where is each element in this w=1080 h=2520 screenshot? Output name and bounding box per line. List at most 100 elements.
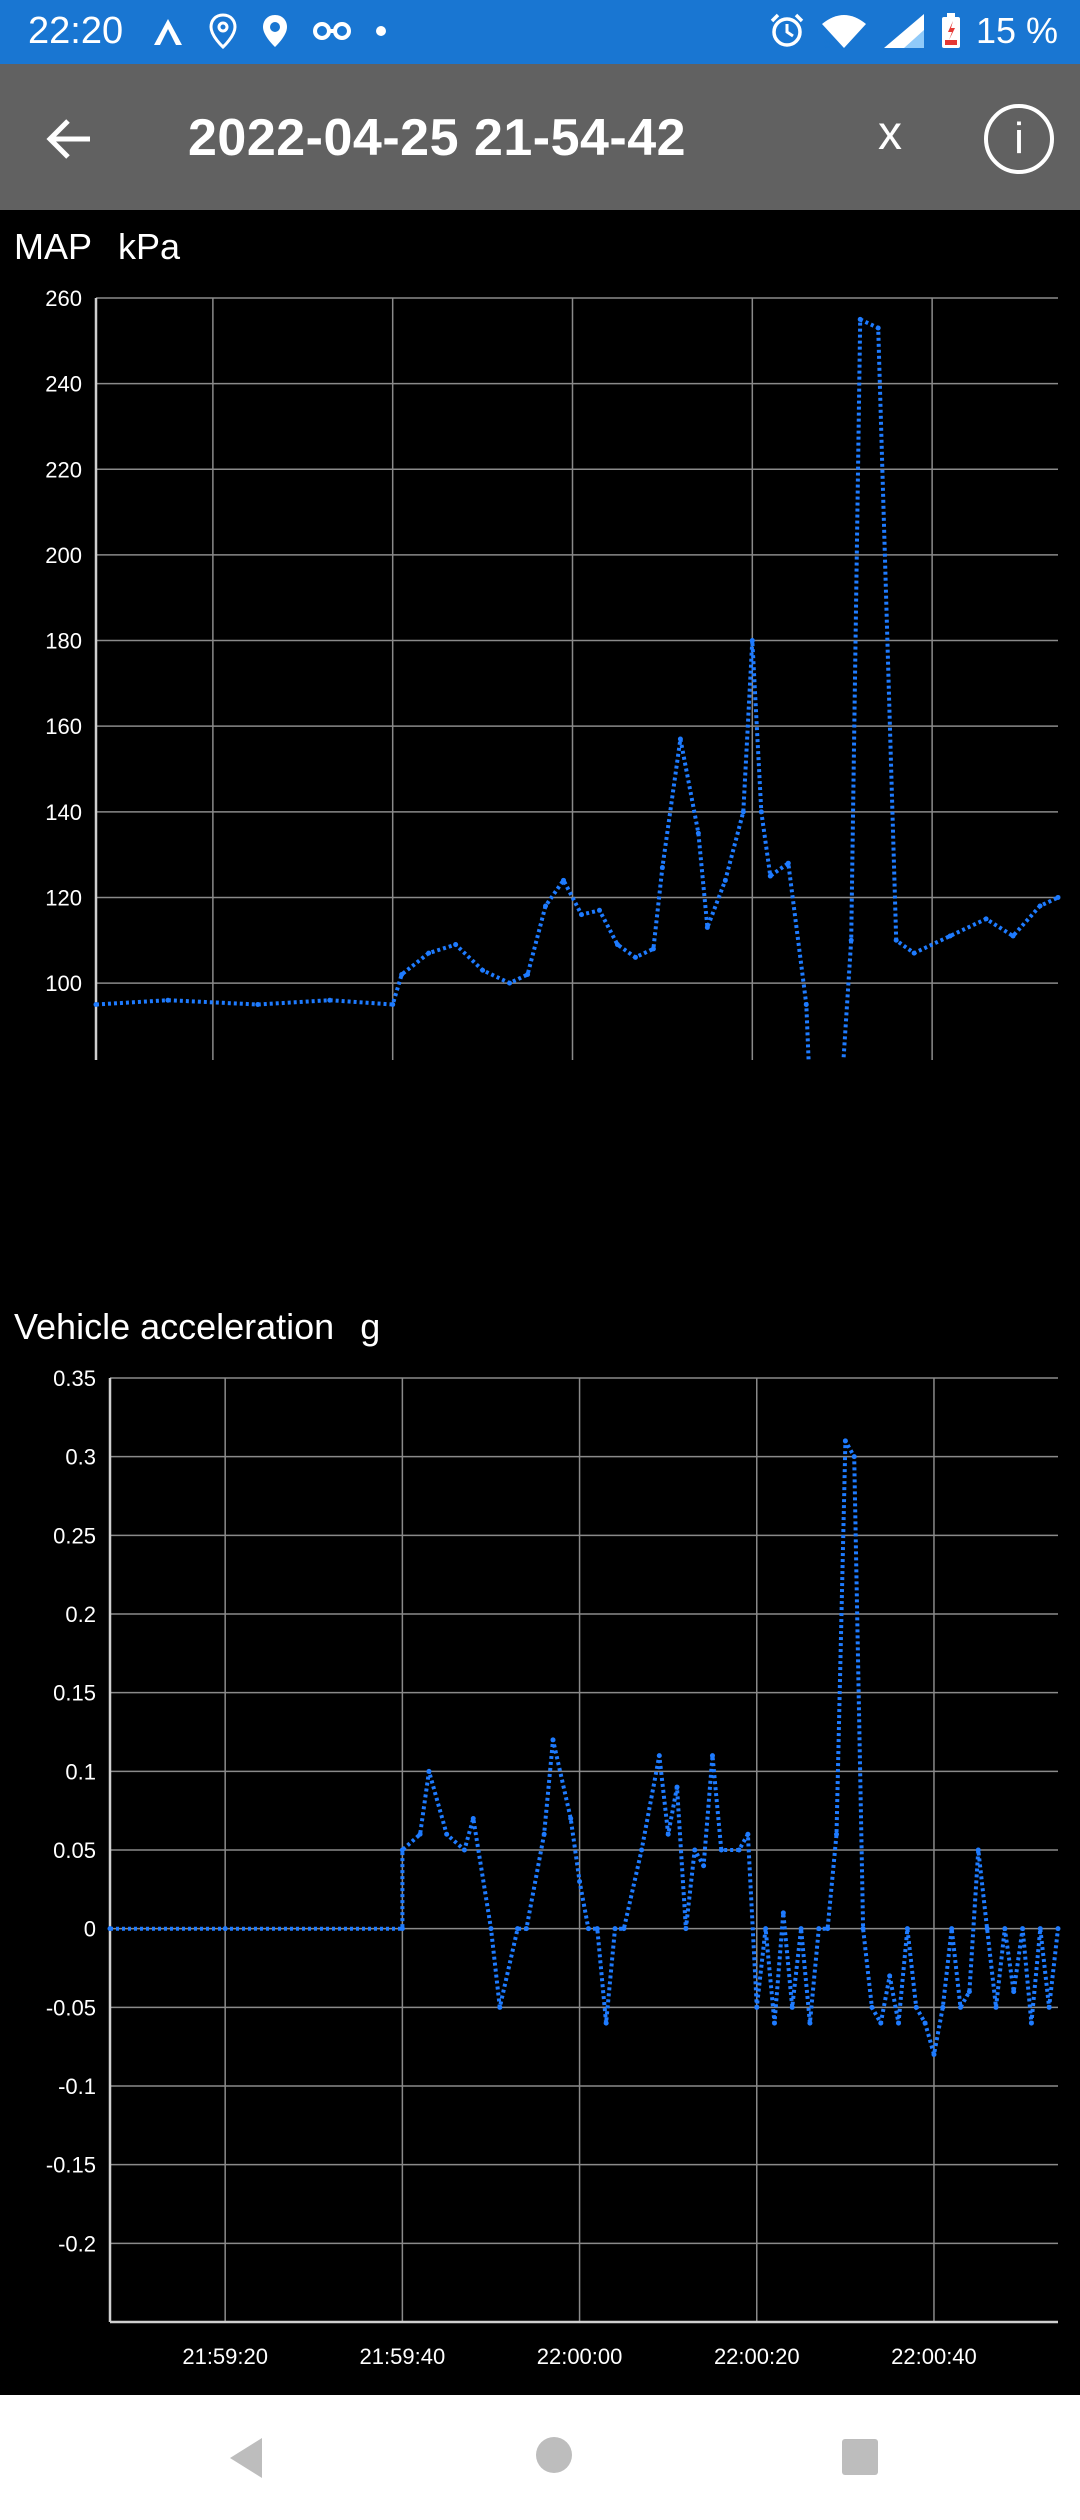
data-point bbox=[1011, 1989, 1017, 1995]
data-point bbox=[767, 873, 773, 879]
data-point bbox=[417, 1831, 423, 1837]
data-point bbox=[612, 1926, 618, 1932]
back-arrow-icon[interactable] bbox=[40, 109, 100, 169]
data-point bbox=[740, 809, 746, 815]
info-button[interactable]: i bbox=[984, 104, 1054, 174]
nav-recents-icon[interactable] bbox=[840, 2437, 880, 2477]
y-tick-label: -0.2 bbox=[58, 2231, 96, 2256]
data-point bbox=[470, 1816, 476, 1822]
data-point bbox=[834, 1831, 840, 1837]
data-point bbox=[785, 860, 791, 866]
y-tick-label: 240 bbox=[45, 372, 82, 397]
data-point bbox=[674, 1784, 680, 1790]
map-chart-title: MAP bbox=[14, 226, 93, 267]
map-chart-unit: kPa bbox=[118, 226, 181, 267]
y-tick-label: -0.15 bbox=[46, 2153, 96, 2178]
app-toolbar: 2022-04-25 21-54-42 x i bbox=[0, 64, 1080, 210]
data-point bbox=[709, 1753, 715, 1759]
data-point bbox=[718, 1847, 724, 1853]
data-point bbox=[461, 1847, 467, 1853]
data-point bbox=[947, 933, 953, 939]
status-right-icons: 5 15 % bbox=[768, 10, 1058, 52]
data-point bbox=[993, 2004, 999, 2010]
data-point bbox=[736, 1847, 742, 1853]
data-point bbox=[704, 924, 710, 930]
data-point bbox=[523, 1926, 529, 1932]
y-tick-label: 260 bbox=[45, 286, 82, 311]
y-tick-label: 140 bbox=[45, 800, 82, 825]
nav-back-icon[interactable] bbox=[226, 2435, 266, 2481]
data-point bbox=[525, 972, 531, 978]
data-point bbox=[1055, 894, 1061, 900]
data-point bbox=[621, 1926, 627, 1932]
data-point bbox=[807, 2020, 813, 2026]
data-point bbox=[1028, 2020, 1034, 2026]
series-line bbox=[110, 1438, 1060, 2057]
status-bar: 22:20 5 15 % bbox=[0, 0, 1080, 64]
data-point bbox=[780, 1910, 786, 1916]
data-point bbox=[399, 972, 405, 978]
data-point bbox=[255, 1002, 261, 1007]
data-point bbox=[594, 1926, 600, 1932]
y-tick-label: 200 bbox=[45, 543, 82, 568]
data-point bbox=[585, 1926, 591, 1932]
signal-icon bbox=[883, 14, 924, 48]
status-time: 22:20 bbox=[28, 10, 124, 52]
data-point bbox=[913, 2004, 919, 2010]
status-left-icons bbox=[150, 12, 388, 50]
data-point bbox=[1010, 933, 1016, 939]
data-point bbox=[1037, 903, 1043, 909]
data-point bbox=[327, 997, 333, 1003]
y-tick-label: 100 bbox=[45, 971, 82, 996]
data-point bbox=[632, 954, 638, 960]
nav-home-icon[interactable] bbox=[534, 2435, 574, 2475]
dot-icon bbox=[376, 26, 386, 36]
y-tick-label: 180 bbox=[45, 629, 82, 654]
data-point bbox=[745, 1831, 751, 1837]
data-point bbox=[701, 1863, 707, 1869]
map-chart: 40608010012014016018020022024026021:59:2… bbox=[45, 286, 1061, 1060]
data-point bbox=[390, 1002, 396, 1007]
data-point bbox=[399, 1847, 405, 1853]
data-point bbox=[922, 2020, 928, 2026]
close-button[interactable]: x bbox=[878, 107, 902, 160]
data-point bbox=[568, 1816, 574, 1822]
data-point bbox=[665, 1831, 671, 1837]
y-tick-label: 0.15 bbox=[53, 1681, 96, 1706]
data-point bbox=[984, 1926, 990, 1932]
data-point bbox=[659, 864, 665, 870]
data-point bbox=[893, 937, 899, 943]
data-point bbox=[887, 1973, 893, 1979]
data-point bbox=[860, 1926, 866, 1932]
map-chart-header: MAP kPa bbox=[14, 226, 180, 268]
data-point bbox=[878, 2020, 884, 2026]
data-point bbox=[692, 1847, 698, 1853]
data-point bbox=[816, 1926, 822, 1932]
x-tick-label: 21:59:20 bbox=[182, 2344, 268, 2369]
data-point bbox=[842, 1438, 848, 1444]
data-point bbox=[848, 937, 854, 943]
data-point bbox=[851, 1454, 857, 1460]
data-point bbox=[1046, 2004, 1052, 2010]
y-tick-label: 160 bbox=[45, 714, 82, 739]
data-point bbox=[904, 1926, 910, 1932]
y-tick-label: -0.05 bbox=[46, 1995, 96, 2020]
data-point bbox=[603, 2020, 609, 2026]
data-point bbox=[1037, 1926, 1043, 1932]
data-point bbox=[561, 877, 567, 883]
y-tick-label: 0 bbox=[84, 1917, 96, 1942]
y-tick-label: 0.25 bbox=[53, 1523, 96, 1548]
data-point bbox=[541, 1831, 547, 1837]
y-tick-label: 0.05 bbox=[53, 1838, 96, 1863]
data-point bbox=[453, 942, 459, 948]
wifi-icon: 5 bbox=[821, 15, 866, 50]
data-point bbox=[577, 1878, 583, 1884]
data-point bbox=[749, 638, 755, 644]
data-point bbox=[754, 2004, 760, 2010]
data-point bbox=[614, 942, 620, 948]
data-point bbox=[875, 325, 881, 331]
data-point bbox=[763, 1926, 769, 1932]
data-point bbox=[639, 1847, 645, 1853]
app-icon bbox=[154, 19, 182, 45]
x-tick-label: 22:00:40 bbox=[891, 2344, 977, 2369]
